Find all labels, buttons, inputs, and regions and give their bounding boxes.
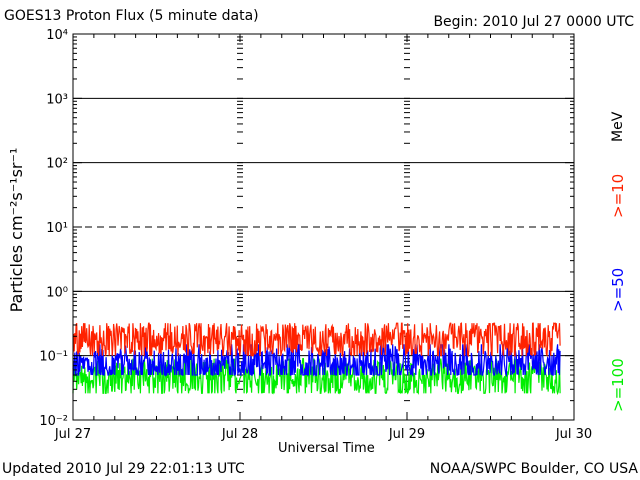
- series-line-ge50: [72, 343, 561, 378]
- tick-labels: 10⁻² 10⁻¹ 10⁰ 10¹ 10² 10³ 10⁴ Jul 27 Jul 28 Jul 2…: [39, 28, 592, 442]
- axis-ticks: [72, 33, 575, 421]
- y-tick-label: 10³: [46, 92, 68, 107]
- data-series: [72, 322, 561, 396]
- legend-ge100: >=100: [609, 358, 627, 412]
- begin-time: Begin: 2010 Jul 27 0000 UTC: [433, 14, 634, 30]
- x-axis-label: Universal Time: [278, 441, 375, 456]
- x-tick-label: Jul 27: [54, 427, 91, 442]
- legend-ge50: >=50: [609, 267, 627, 312]
- legend-units: MeV: [610, 111, 626, 142]
- y-tick-label: 10¹: [46, 221, 68, 236]
- y-axis-label: Particles cm⁻²s⁻¹sr⁻¹: [7, 148, 26, 313]
- y-tick-label: 10⁻¹: [39, 350, 68, 365]
- y-tick-label: 10⁰: [46, 285, 68, 300]
- legend-ge10: >=10: [609, 173, 627, 218]
- y-tick-label: 10²: [46, 157, 68, 172]
- credit: NOAA/SWPC Boulder, CO USA: [429, 461, 638, 477]
- x-tick-label: Jul 28: [221, 427, 258, 442]
- series-line-ge10: [72, 322, 561, 358]
- chart-title: GOES13 Proton Flux (5 minute data): [4, 8, 259, 24]
- x-tick-label: Jul 29: [388, 427, 425, 442]
- y-tick-label: 10⁴: [46, 28, 68, 43]
- x-tick-label: Jul 30: [555, 427, 592, 442]
- y-tick-label: 10⁻²: [39, 414, 68, 429]
- updated-timestamp: Updated 2010 Jul 29 22:01:13 UTC: [2, 461, 245, 477]
